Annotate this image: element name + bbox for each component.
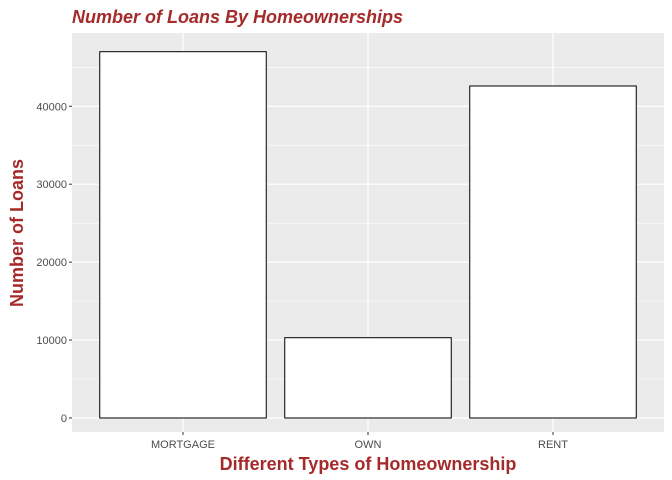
x-tick-label: MORTGAGE [151, 439, 215, 451]
y-axis-ticks: 0 10000 20000 30000 40000 [36, 101, 72, 425]
y-tick-label: 20000 [36, 257, 67, 269]
bar-mortgage [99, 51, 267, 419]
bar-own [284, 337, 452, 419]
x-tick-label: OWN [355, 439, 382, 451]
y-tick-label: 0 [61, 413, 67, 425]
y-tick-label: 30000 [36, 179, 67, 191]
y-tick-label: 40000 [36, 101, 67, 113]
bar-rent [469, 85, 637, 419]
y-axis-title: Number of Loans [7, 159, 27, 307]
x-axis-title: Different Types of Homeownership [220, 454, 517, 474]
x-axis-ticks: MORTGAGE OWN RENT [151, 432, 568, 451]
bars [99, 51, 637, 419]
x-tick-label: RENT [538, 439, 568, 451]
chart-title: Number of Loans By Homeownerships [72, 7, 403, 27]
y-tick-label: 10000 [36, 335, 67, 347]
